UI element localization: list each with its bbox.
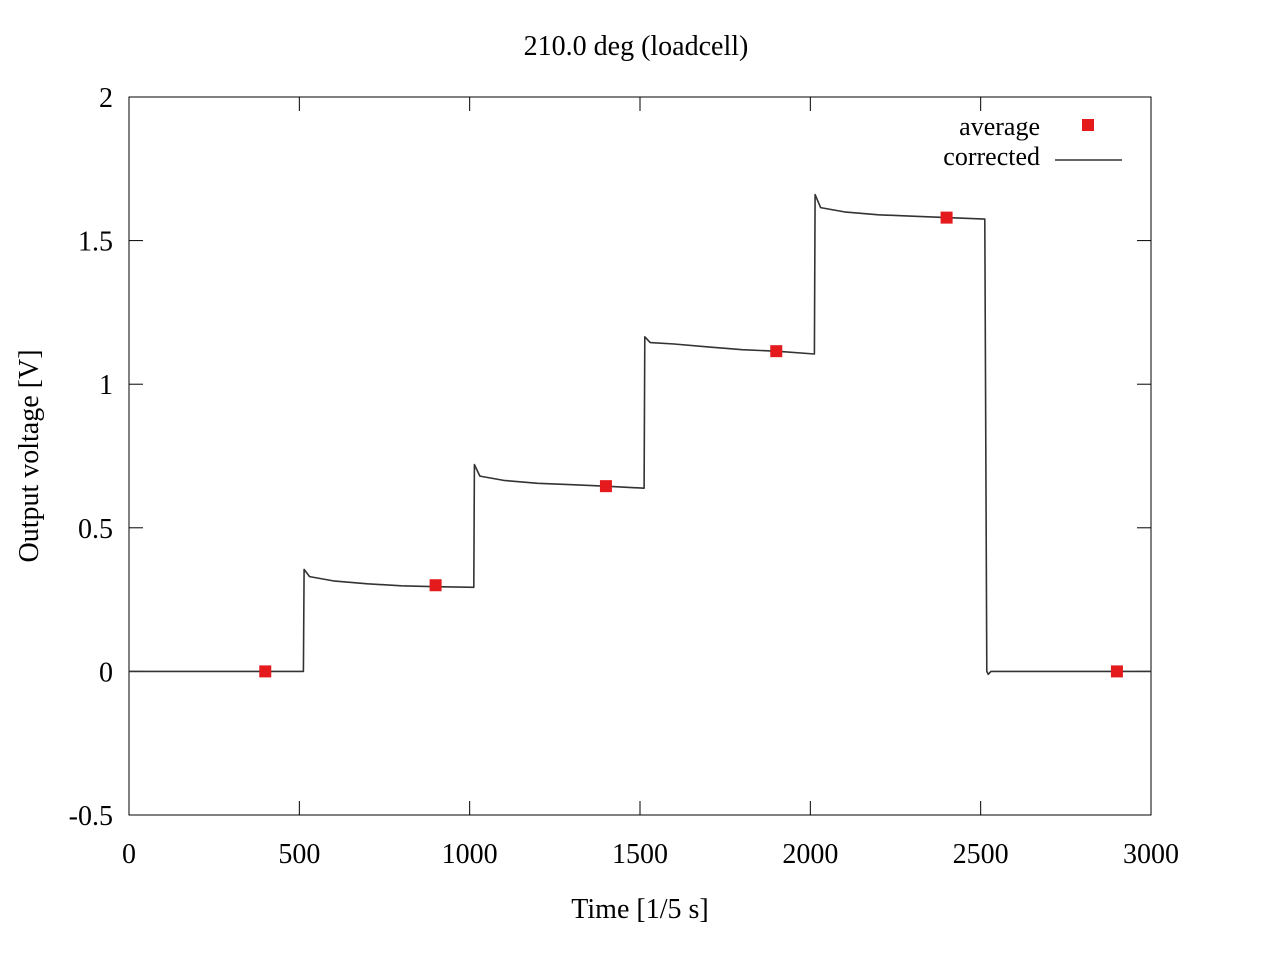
series-point-average <box>429 579 442 592</box>
series-point-average <box>259 665 272 678</box>
y-tick-label: 2 <box>99 83 113 114</box>
x-tick-label: 1000 <box>442 839 498 870</box>
legend-label: corrected <box>943 142 1040 171</box>
series-point-average <box>1110 665 1123 678</box>
plot-frame <box>128 96 1152 816</box>
x-tick-label: 3000 <box>1123 839 1179 870</box>
series-point-average <box>940 211 953 224</box>
series-point-average <box>599 480 612 493</box>
x-tick-label: 500 <box>278 839 320 870</box>
x-tick-label: 2500 <box>953 839 1009 870</box>
series-point-average <box>770 345 783 358</box>
x-tick-label: 2000 <box>782 839 838 870</box>
chart-title: 210.0 deg (loadcell) <box>524 31 749 62</box>
y-tick-label: 1 <box>99 370 113 401</box>
y-tick-label: -0.5 <box>69 801 113 832</box>
y-axis-label: Output voltage [V] <box>14 349 45 562</box>
series-line-corrected <box>129 193 1151 676</box>
y-tick-label: 0.5 <box>78 514 113 545</box>
legend-marker-average <box>1082 119 1094 131</box>
x-axis-label: Time [1/5 s] <box>571 894 708 925</box>
legend-label: average <box>959 112 1040 141</box>
y-tick-label: 0 <box>99 657 113 688</box>
x-tick-label: 0 <box>122 839 136 870</box>
plot-layer: 0 500 1000 1500 2000 2500 3000 -0.5 0 0.5 1 1.5 2 ave… <box>69 83 1179 870</box>
x-tick-label: 1500 <box>612 839 668 870</box>
y-tick-label: 1.5 <box>78 227 113 258</box>
